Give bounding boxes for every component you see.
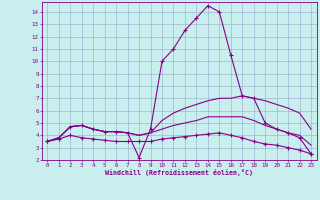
X-axis label: Windchill (Refroidissement éolien,°C): Windchill (Refroidissement éolien,°C): [105, 169, 253, 176]
